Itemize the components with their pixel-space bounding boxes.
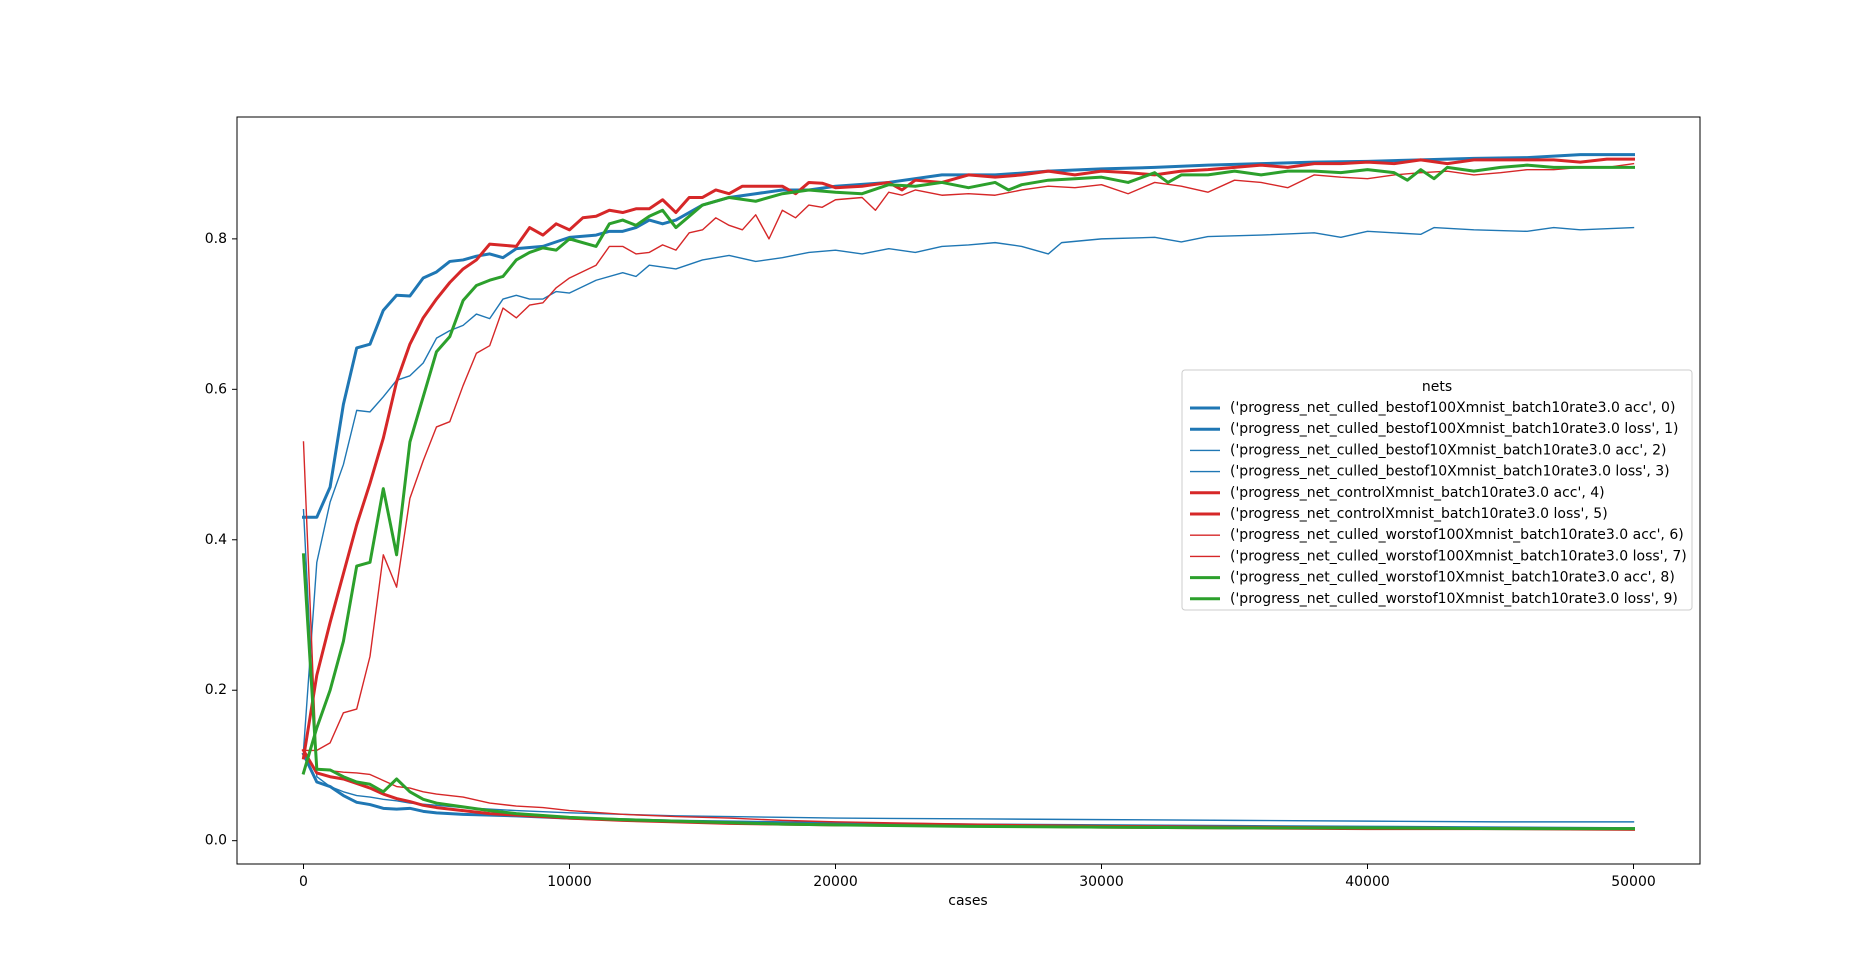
x-tick-label: 50000 [1611,874,1656,890]
plot-frame [236,116,1701,865]
legend-entries: ('progress_net_culled_bestof100Xmnist_ba… [1190,400,1687,607]
x-tick-label: 40000 [1345,874,1390,890]
series-line-0 [302,153,1635,519]
legend-entry-label-7: ('progress_net_culled_worstof100Xmnist_b… [1230,548,1687,564]
legend: nets ('progress_net_culled_bestof100Xmni… [1181,369,1693,611]
y-tick-label: 0.0 [205,833,227,849]
y-tick-label: 0.4 [205,532,227,548]
legend-title: nets [1422,379,1452,395]
series-line-7 [302,441,1635,830]
series-line-4 [301,157,1635,760]
legend-entry-label-1: ('progress_net_culled_bestof100Xmnist_ba… [1230,421,1679,437]
legend-box [1181,369,1693,611]
x-tick-label: 30000 [1079,874,1124,890]
series-line-9 [301,553,1635,831]
legend-entry-label-5: ('progress_net_controlXmnist_batch10rate… [1230,506,1608,522]
y-axis: 0.0 0.2 0.4 0.6 0.8 [205,231,237,849]
legend-entry-label-8: ('progress_net_culled_worstof10Xmnist_ba… [1230,570,1675,586]
legend-entry-label-6: ('progress_net_culled_worstof100Xmnist_b… [1230,527,1684,543]
series-line-3 [302,508,1635,823]
series-line-6 [302,162,1635,752]
y-tick-label: 0.2 [205,682,227,698]
x-axis: 0 10000 20000 30000 40000 50000 [299,864,1656,890]
legend-entry-label-3: ('progress_net_culled_bestof10Xmnist_bat… [1230,464,1670,480]
series-line-8 [301,163,1635,775]
series-line-2 [302,226,1635,752]
x-tick-label: 10000 [547,874,592,890]
legend-entry-label-9: ('progress_net_culled_worstof10Xmnist_ba… [1230,591,1678,607]
x-tick-label: 0 [299,874,308,890]
y-tick-label: 0.8 [205,231,227,247]
legend-entry-label-0: ('progress_net_culled_bestof100Xmnist_ba… [1230,400,1675,416]
legend-entry-label-4: ('progress_net_controlXmnist_batch10rate… [1230,485,1605,501]
x-axis-label: cases [948,893,987,909]
legend-entry-label-2: ('progress_net_culled_bestof10Xmnist_bat… [1230,442,1667,458]
y-tick-label: 0.6 [205,381,227,397]
x-tick-label: 20000 [813,874,858,890]
series-layer [301,153,1636,831]
